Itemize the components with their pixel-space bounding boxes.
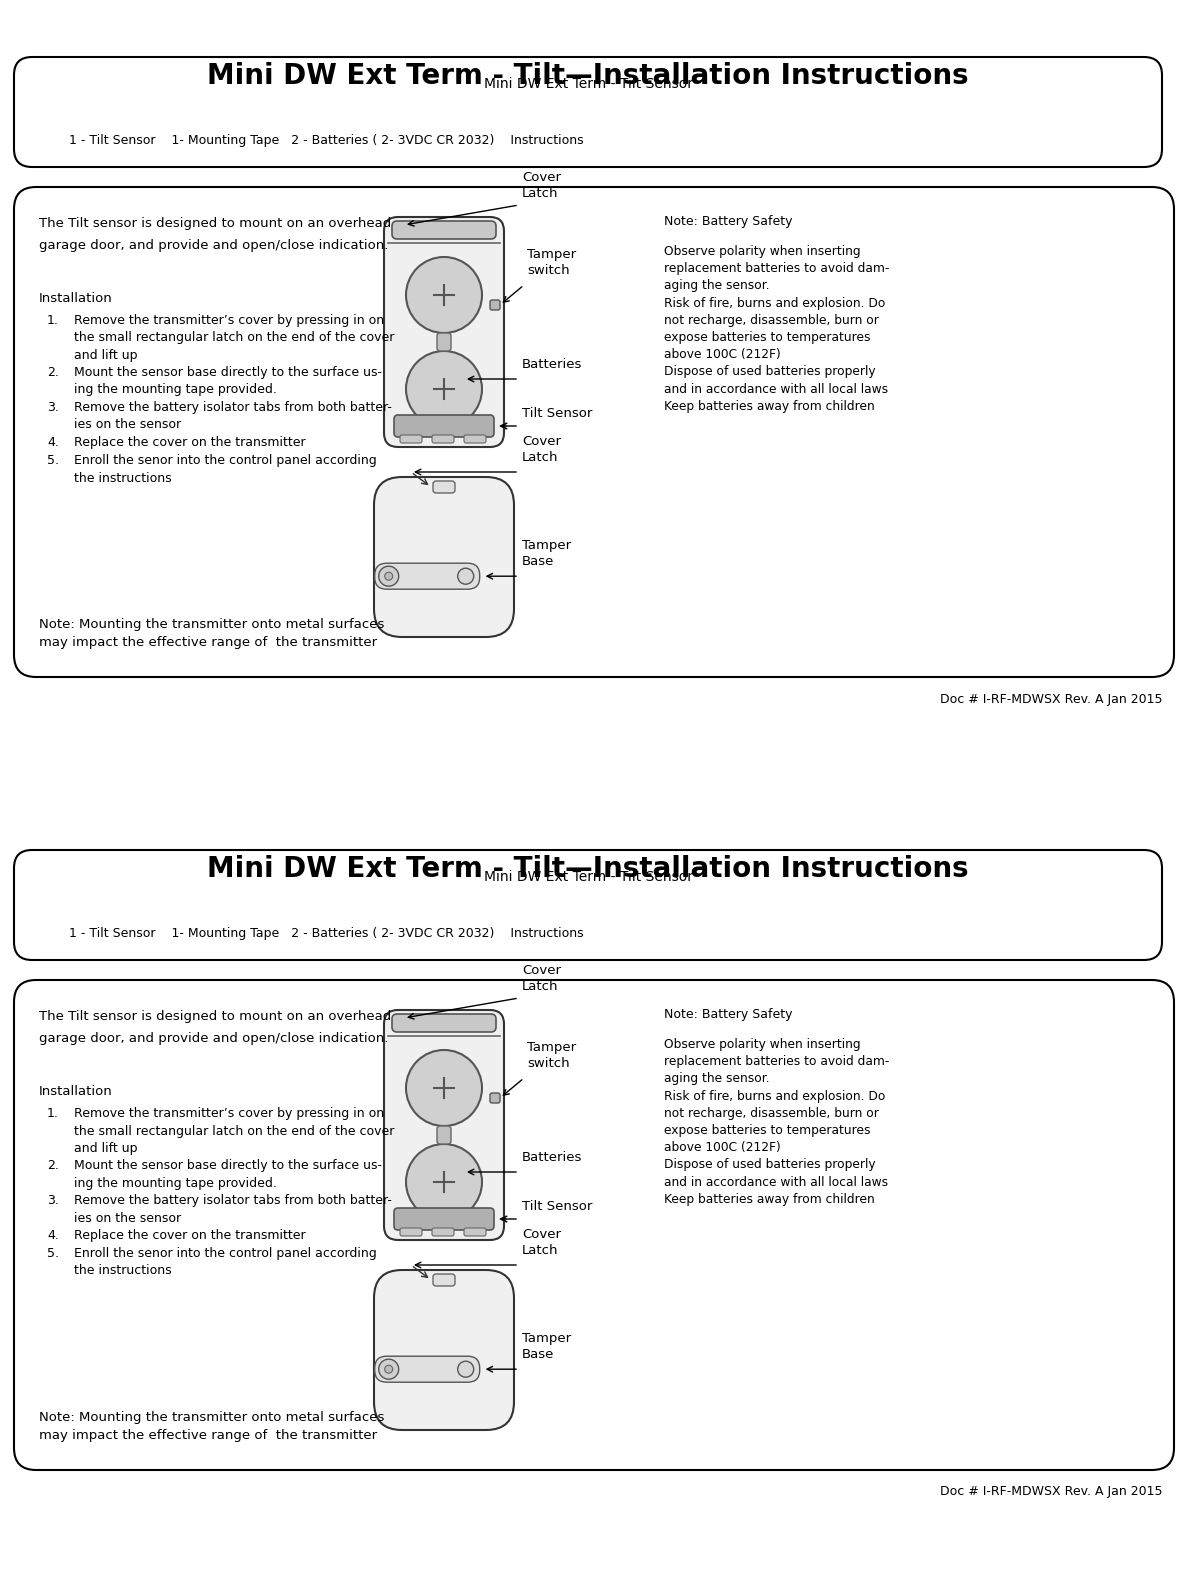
Text: Replace the cover on the transmitter: Replace the cover on the transmitter (74, 1228, 306, 1243)
Text: Observe polarity when inserting
replacement batteries to avoid dam-
aging the se: Observe polarity when inserting replacem… (664, 244, 890, 413)
Text: 2.: 2. (47, 367, 59, 379)
Text: The Tilt sensor is designed to mount on an overhead: The Tilt sensor is designed to mount on … (39, 217, 391, 230)
FancyBboxPatch shape (374, 563, 480, 589)
FancyBboxPatch shape (14, 57, 1162, 167)
FancyBboxPatch shape (437, 1127, 451, 1144)
FancyBboxPatch shape (437, 333, 451, 351)
FancyBboxPatch shape (490, 300, 500, 309)
Text: Remove the transmitter’s cover by pressing in on
the small rectangular latch on : Remove the transmitter’s cover by pressi… (74, 1108, 394, 1155)
FancyBboxPatch shape (433, 1274, 455, 1285)
FancyBboxPatch shape (14, 981, 1173, 1470)
Text: 4.: 4. (47, 436, 59, 449)
Circle shape (379, 567, 399, 586)
Text: Cover
Latch: Cover Latch (523, 171, 561, 200)
FancyBboxPatch shape (392, 1014, 496, 1032)
FancyBboxPatch shape (400, 435, 423, 443)
Text: Note: Mounting the transmitter onto metal surfaces
may impact the effective rang: Note: Mounting the transmitter onto meta… (39, 617, 385, 649)
Text: Note: Mounting the transmitter onto metal surfaces
may impact the effective rang: Note: Mounting the transmitter onto meta… (39, 1411, 385, 1443)
Text: 3.: 3. (47, 1193, 59, 1208)
Text: Mount the sensor base directly to the surface us-
ing the mounting tape provided: Mount the sensor base directly to the su… (74, 1159, 383, 1190)
FancyBboxPatch shape (394, 414, 494, 436)
Text: Cover
Latch: Cover Latch (523, 963, 561, 993)
FancyBboxPatch shape (432, 435, 454, 443)
Text: garage door, and provide and open/close indication.: garage door, and provide and open/close … (39, 240, 388, 252)
Circle shape (385, 1365, 393, 1373)
Text: Note: Battery Safety: Note: Battery Safety (664, 214, 792, 229)
Text: Installation: Installation (39, 1086, 113, 1098)
Text: 4.: 4. (47, 1228, 59, 1243)
FancyBboxPatch shape (464, 1228, 486, 1236)
FancyBboxPatch shape (400, 1228, 423, 1236)
Text: Remove the transmitter’s cover by pressing in on
the small rectangular latch on : Remove the transmitter’s cover by pressi… (74, 314, 394, 362)
Text: 2.: 2. (47, 1159, 59, 1173)
Text: Note: Battery Safety: Note: Battery Safety (664, 1008, 792, 1020)
Text: 1.: 1. (47, 314, 59, 327)
FancyBboxPatch shape (464, 435, 486, 443)
Text: Mini DW Ext Term - Tilt Sensor: Mini DW Ext Term - Tilt Sensor (484, 870, 692, 884)
Text: Batteries: Batteries (523, 359, 583, 371)
Text: Enroll the senor into the control panel according
the instructions: Enroll the senor into the control panel … (74, 1247, 377, 1278)
FancyBboxPatch shape (384, 1009, 504, 1239)
FancyBboxPatch shape (490, 1093, 500, 1103)
FancyBboxPatch shape (374, 478, 514, 636)
Text: Tamper
Base: Tamper Base (523, 1331, 571, 1362)
FancyBboxPatch shape (392, 221, 496, 240)
Text: 1.: 1. (47, 1108, 59, 1120)
Text: 3.: 3. (47, 402, 59, 414)
Text: Mini DW Ext Term - Tilt—Installation Instructions: Mini DW Ext Term - Tilt—Installation Ins… (207, 62, 969, 90)
Circle shape (406, 351, 483, 427)
FancyBboxPatch shape (384, 217, 504, 448)
Text: Cover
Latch: Cover Latch (523, 1228, 561, 1257)
Text: 5.: 5. (47, 1247, 59, 1260)
Circle shape (458, 568, 473, 584)
Text: Remove the battery isolator tabs from both batter-
ies on the sensor: Remove the battery isolator tabs from bo… (74, 402, 392, 432)
FancyBboxPatch shape (374, 1270, 514, 1430)
Text: Batteries: Batteries (523, 1151, 583, 1163)
Text: 1 - Tilt Sensor    1- Mounting Tape   2 - Batteries ( 2- 3VDC CR 2032)    Instru: 1 - Tilt Sensor 1- Mounting Tape 2 - Bat… (69, 927, 584, 940)
Circle shape (406, 1144, 483, 1220)
Text: Replace the cover on the transmitter: Replace the cover on the transmitter (74, 436, 306, 449)
Text: Doc # I-RF-MDWSX Rev. A Jan 2015: Doc # I-RF-MDWSX Rev. A Jan 2015 (940, 1485, 1163, 1498)
Text: Remove the battery isolator tabs from both batter-
ies on the sensor: Remove the battery isolator tabs from bo… (74, 1193, 392, 1225)
FancyBboxPatch shape (432, 1228, 454, 1236)
Text: Mini DW Ext Term - Tilt—Installation Instructions: Mini DW Ext Term - Tilt—Installation Ins… (207, 855, 969, 882)
FancyBboxPatch shape (374, 1357, 480, 1382)
Text: Doc # I-RF-MDWSX Rev. A Jan 2015: Doc # I-RF-MDWSX Rev. A Jan 2015 (940, 692, 1163, 706)
Text: Cover
Latch: Cover Latch (523, 435, 561, 463)
FancyBboxPatch shape (433, 481, 455, 494)
FancyBboxPatch shape (14, 851, 1162, 960)
Text: Tamper
Base: Tamper Base (523, 540, 571, 568)
Text: 5.: 5. (47, 454, 59, 467)
Circle shape (406, 257, 483, 333)
Text: Enroll the senor into the control panel according
the instructions: Enroll the senor into the control panel … (74, 454, 377, 484)
FancyBboxPatch shape (394, 1208, 494, 1230)
Circle shape (406, 1051, 483, 1127)
Text: Tilt Sensor: Tilt Sensor (523, 1200, 592, 1212)
Circle shape (385, 573, 393, 581)
Text: Tilt Sensor: Tilt Sensor (523, 406, 592, 421)
Text: Tamper
switch: Tamper switch (527, 1041, 576, 1070)
Text: Mini DW Ext Term - Tilt Sensor: Mini DW Ext Term - Tilt Sensor (484, 78, 692, 90)
Circle shape (379, 1358, 399, 1379)
Text: garage door, and provide and open/close indication.: garage door, and provide and open/close … (39, 1032, 388, 1044)
Text: Installation: Installation (39, 292, 113, 305)
Text: 1 - Tilt Sensor    1- Mounting Tape   2 - Batteries ( 2- 3VDC CR 2032)    Instru: 1 - Tilt Sensor 1- Mounting Tape 2 - Bat… (69, 133, 584, 148)
Text: Tamper
switch: Tamper switch (527, 248, 576, 278)
Text: The Tilt sensor is designed to mount on an overhead: The Tilt sensor is designed to mount on … (39, 1009, 391, 1024)
Text: Mount the sensor base directly to the surface us-
ing the mounting tape provided: Mount the sensor base directly to the su… (74, 367, 383, 397)
Text: Observe polarity when inserting
replacement batteries to avoid dam-
aging the se: Observe polarity when inserting replacem… (664, 1038, 890, 1206)
FancyBboxPatch shape (14, 187, 1173, 678)
Circle shape (458, 1362, 473, 1378)
